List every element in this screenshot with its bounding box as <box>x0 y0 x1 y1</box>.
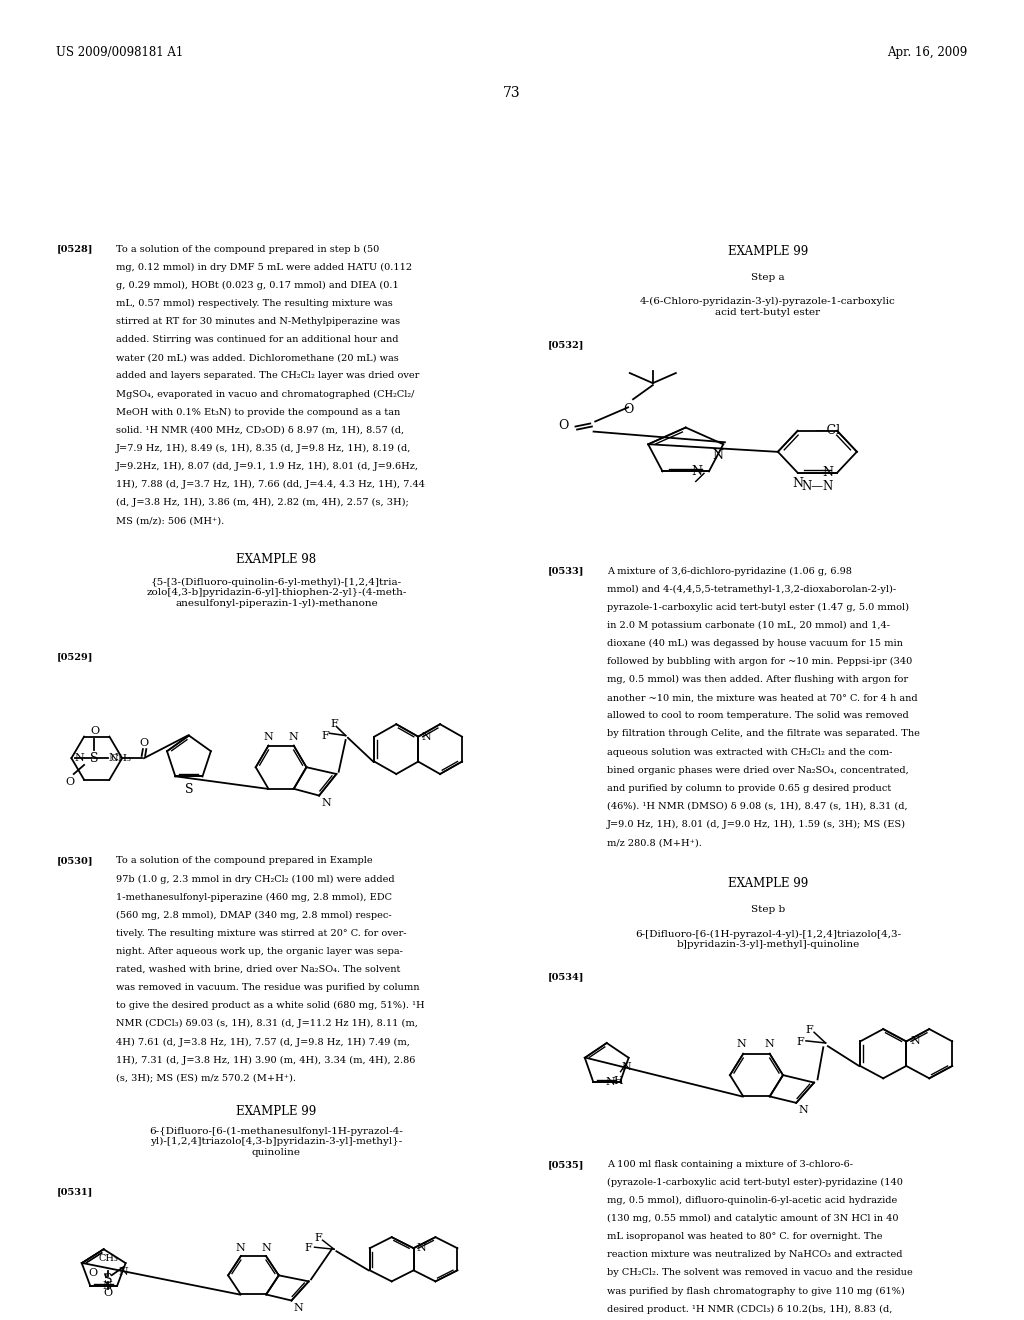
Text: [0529]: [0529] <box>56 652 93 661</box>
Text: mg, 0.5 mmol) was then added. After flushing with argon for: mg, 0.5 mmol) was then added. After flus… <box>607 675 908 684</box>
Text: by CH₂Cl₂. The solvent was removed in vacuo and the residue: by CH₂Cl₂. The solvent was removed in va… <box>607 1269 913 1278</box>
Text: EXAMPLE 99: EXAMPLE 99 <box>237 1105 316 1118</box>
Text: water (20 mL) was added. Dichloromethane (20 mL) was: water (20 mL) was added. Dichloromethane… <box>116 354 398 362</box>
Text: (pyrazole-1-carboxylic acid tert-butyl ester)-pyridazine (140: (pyrazole-1-carboxylic acid tert-butyl e… <box>607 1177 903 1187</box>
Text: (d, J=3.8 Hz, 1H), 3.86 (m, 4H), 2.82 (m, 4H), 2.57 (s, 3H);: (d, J=3.8 Hz, 1H), 3.86 (m, 4H), 2.82 (m… <box>116 498 409 507</box>
Text: EXAMPLE 99: EXAMPLE 99 <box>728 244 808 257</box>
Text: 6-[Difluoro-[6-(1H-pyrazol-4-yl)-[1,2,4]triazolo[4,3-
b]pyridazin-3-yl]-methyl]-: 6-[Difluoro-[6-(1H-pyrazol-4-yl)-[1,2,4]… <box>635 929 901 949</box>
Text: by filtration through Celite, and the filtrate was separated. The: by filtration through Celite, and the fi… <box>607 730 921 738</box>
Text: J=9.2Hz, 1H), 8.07 (dd, J=9.1, 1.9 Hz, 1H), 8.01 (d, J=9.6Hz,: J=9.2Hz, 1H), 8.07 (dd, J=9.1, 1.9 Hz, 1… <box>116 462 419 471</box>
Text: was purified by flash chromatography to give 110 mg (61%): was purified by flash chromatography to … <box>607 1287 905 1296</box>
Text: added. Stirring was continued for an additional hour and: added. Stirring was continued for an add… <box>116 335 398 345</box>
Text: solid. ¹H NMR (400 MHz, CD₃OD) δ 8.97 (m, 1H), 8.57 (d,: solid. ¹H NMR (400 MHz, CD₃OD) δ 8.97 (m… <box>116 426 403 434</box>
Text: 6-{Difluoro-[6-(1-methanesulfonyl-1H-pyrazol-4-
yl)-[1,2,4]triazolo[4,3-b]pyrida: 6-{Difluoro-[6-(1-methanesulfonyl-1H-pyr… <box>150 1127 403 1156</box>
Text: US 2009/0098181 A1: US 2009/0098181 A1 <box>56 46 183 59</box>
Text: EXAMPLE 98: EXAMPLE 98 <box>237 553 316 566</box>
Text: allowed to cool to room temperature. The solid was removed: allowed to cool to room temperature. The… <box>607 711 909 721</box>
Text: Step b: Step b <box>751 906 785 915</box>
Text: bined organic phases were dried over Na₂SO₄, concentrated,: bined organic phases were dried over Na₂… <box>607 766 909 775</box>
Text: g, 0.29 mmol), HOBt (0.023 g, 0.17 mmol) and DIEA (0.1: g, 0.29 mmol), HOBt (0.023 g, 0.17 mmol)… <box>116 281 398 290</box>
Text: mL, 0.57 mmol) respectively. The resulting mixture was: mL, 0.57 mmol) respectively. The resulti… <box>116 300 392 308</box>
Text: [0532]: [0532] <box>548 341 585 348</box>
Text: reaction mixture was neutralized by NaHCO₃ and extracted: reaction mixture was neutralized by NaHC… <box>607 1250 903 1259</box>
Text: [0531]: [0531] <box>56 1187 93 1196</box>
Text: 97b (1.0 g, 2.3 mmol in dry CH₂Cl₂ (100 ml) were added: 97b (1.0 g, 2.3 mmol in dry CH₂Cl₂ (100 … <box>116 875 394 883</box>
Text: MS (m/z): 506 (MH⁺).: MS (m/z): 506 (MH⁺). <box>116 516 224 525</box>
Text: (560 mg, 2.8 mmol), DMAP (340 mg, 2.8 mmol) respec-: (560 mg, 2.8 mmol), DMAP (340 mg, 2.8 mm… <box>116 911 391 920</box>
Text: desired product. ¹H NMR (CDCl₃) δ 10.2(bs, 1H), 8.83 (d,: desired product. ¹H NMR (CDCl₃) δ 10.2(b… <box>607 1304 893 1313</box>
Text: MgSO₄, evaporated in vacuo and chromatographed (CH₂Cl₂/: MgSO₄, evaporated in vacuo and chromatog… <box>116 389 414 399</box>
Text: EXAMPLE 99: EXAMPLE 99 <box>728 878 808 890</box>
Text: dioxane (40 mL) was degassed by house vacuum for 15 min: dioxane (40 mL) was degassed by house va… <box>607 639 903 648</box>
Text: 1H), 7.31 (d, J=3.8 Hz, 1H) 3.90 (m, 4H), 3.34 (m, 4H), 2.86: 1H), 7.31 (d, J=3.8 Hz, 1H) 3.90 (m, 4H)… <box>116 1056 415 1065</box>
Text: A 100 ml flask containing a mixture of 3-chloro-6-: A 100 ml flask containing a mixture of 3… <box>607 1160 853 1168</box>
Text: {5-[3-(Difluoro-quinolin-6-yl-methyl)-[1,2,4]tria-
zolo[4,3-b]pyridazin-6-yl]-th: {5-[3-(Difluoro-quinolin-6-yl-methyl)-[1… <box>146 577 407 607</box>
Text: Step a: Step a <box>752 273 784 282</box>
Text: 4-(6-Chloro-pyridazin-3-yl)-pyrazole-1-carboxylic
acid tert-butyl ester: 4-(6-Chloro-pyridazin-3-yl)-pyrazole-1-c… <box>640 297 896 317</box>
Text: tively. The resulting mixture was stirred at 20° C. for over-: tively. The resulting mixture was stirre… <box>116 929 407 937</box>
Text: [0533]: [0533] <box>548 566 585 576</box>
Text: NMR (CDCl₃) δ9.03 (s, 1H), 8.31 (d, J=11.2 Hz 1H), 8.11 (m,: NMR (CDCl₃) δ9.03 (s, 1H), 8.31 (d, J=11… <box>116 1019 418 1028</box>
Text: 1H), 7.88 (d, J=3.7 Hz, 1H), 7.66 (dd, J=4.4, 4.3 Hz, 1H), 7.44: 1H), 7.88 (d, J=3.7 Hz, 1H), 7.66 (dd, J… <box>116 480 425 490</box>
Text: (s, 3H); MS (ES) m/z 570.2 (M+H⁺).: (s, 3H); MS (ES) m/z 570.2 (M+H⁺). <box>116 1073 296 1082</box>
Text: [0528]: [0528] <box>56 244 93 253</box>
Text: mL isopropanol was heated to 80° C. for overnight. The: mL isopropanol was heated to 80° C. for … <box>607 1233 883 1241</box>
Text: and purified by column to provide 0.65 g desired product: and purified by column to provide 0.65 g… <box>607 784 892 793</box>
Text: added and layers separated. The CH₂Cl₂ layer was dried over: added and layers separated. The CH₂Cl₂ l… <box>116 371 419 380</box>
Text: To a solution of the compound prepared in step b (50: To a solution of the compound prepared i… <box>116 244 379 253</box>
Text: Apr. 16, 2009: Apr. 16, 2009 <box>888 46 968 59</box>
Text: was removed in vacuum. The residue was purified by column: was removed in vacuum. The residue was p… <box>116 983 419 993</box>
Text: 73: 73 <box>503 86 521 99</box>
Text: followed by bubbling with argon for ~10 min. Peppsi-ipr (340: followed by bubbling with argon for ~10 … <box>607 657 912 667</box>
Text: (130 mg, 0.55 mmol) and catalytic amount of 3N HCl in 40: (130 mg, 0.55 mmol) and catalytic amount… <box>607 1214 899 1224</box>
Text: 4H) 7.61 (d, J=3.8 Hz, 1H), 7.57 (d, J=9.8 Hz, 1H) 7.49 (m,: 4H) 7.61 (d, J=3.8 Hz, 1H), 7.57 (d, J=9… <box>116 1038 410 1047</box>
Text: mg, 0.12 mmol) in dry DMF 5 mL were added HATU (0.112: mg, 0.12 mmol) in dry DMF 5 mL were adde… <box>116 263 412 272</box>
Text: m/z 280.8 (M+H⁺).: m/z 280.8 (M+H⁺). <box>607 838 702 847</box>
Text: 1-methanesulfonyl-piperazine (460 mg, 2.8 mmol), EDC: 1-methanesulfonyl-piperazine (460 mg, 2.… <box>116 892 392 902</box>
Text: pyrazole-1-carboxylic acid tert-butyl ester (1.47 g, 5.0 mmol): pyrazole-1-carboxylic acid tert-butyl es… <box>607 603 909 611</box>
Text: aqueous solution was extracted with CH₂Cl₂ and the com-: aqueous solution was extracted with CH₂C… <box>607 747 893 756</box>
Text: mg, 0.5 mmol), difluoro-quinolin-6-yl-acetic acid hydrazide: mg, 0.5 mmol), difluoro-quinolin-6-yl-ac… <box>607 1196 897 1205</box>
Text: To a solution of the compound prepared in Example: To a solution of the compound prepared i… <box>116 857 373 866</box>
Text: [0530]: [0530] <box>56 857 93 866</box>
Text: J=9.0 Hz, 1H), 8.01 (d, J=9.0 Hz, 1H), 1.59 (s, 3H); MS (ES): J=9.0 Hz, 1H), 8.01 (d, J=9.0 Hz, 1H), 1… <box>607 820 906 829</box>
Text: mmol) and 4-(4,4,5,5-tetramethyl-1,3,2-dioxaborolan-2-yl)-: mmol) and 4-(4,4,5,5-tetramethyl-1,3,2-d… <box>607 585 896 594</box>
Text: J=7.9 Hz, 1H), 8.49 (s, 1H), 8.35 (d, J=9.8 Hz, 1H), 8.19 (d,: J=7.9 Hz, 1H), 8.49 (s, 1H), 8.35 (d, J=… <box>116 444 411 453</box>
Text: in 2.0 M potassium carbonate (10 mL, 20 mmol) and 1,4-: in 2.0 M potassium carbonate (10 mL, 20 … <box>607 620 890 630</box>
Text: [0535]: [0535] <box>548 1160 585 1168</box>
Text: night. After aqueous work up, the organic layer was sepa-: night. After aqueous work up, the organi… <box>116 946 402 956</box>
Text: to give the desired product as a white solid (680 mg, 51%). ¹H: to give the desired product as a white s… <box>116 1002 424 1010</box>
Text: A mixture of 3,6-dichloro-pyridazine (1.06 g, 6.98: A mixture of 3,6-dichloro-pyridazine (1.… <box>607 566 852 576</box>
Text: rated, washed with brine, dried over Na₂SO₄. The solvent: rated, washed with brine, dried over Na₂… <box>116 965 400 974</box>
Text: [0534]: [0534] <box>548 973 585 982</box>
Text: another ~10 min, the mixture was heated at 70° C. for 4 h and: another ~10 min, the mixture was heated … <box>607 693 918 702</box>
Text: (46%). ¹H NMR (DMSO) δ 9.08 (s, 1H), 8.47 (s, 1H), 8.31 (d,: (46%). ¹H NMR (DMSO) δ 9.08 (s, 1H), 8.4… <box>607 801 908 810</box>
Text: stirred at RT for 30 minutes and N-Methylpiperazine was: stirred at RT for 30 minutes and N-Methy… <box>116 317 399 326</box>
Text: MeOH with 0.1% Et₃N) to provide the compound as a tan: MeOH with 0.1% Et₃N) to provide the comp… <box>116 408 400 417</box>
